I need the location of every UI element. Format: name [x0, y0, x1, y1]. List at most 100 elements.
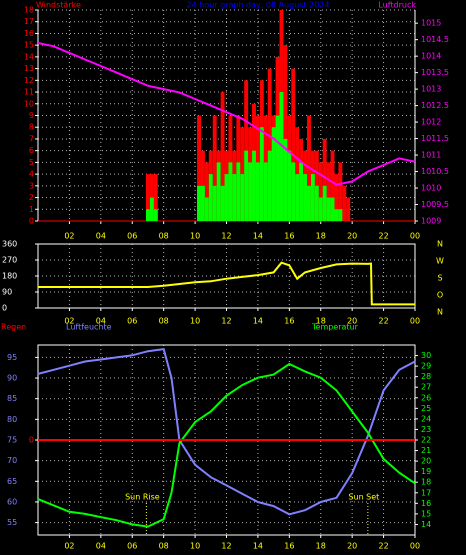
x-tick-label: 20: [347, 232, 357, 241]
y2-axis-title: Temperatur: [311, 323, 359, 332]
wind-bar: [244, 80, 249, 221]
yticks-label: 80: [7, 415, 17, 424]
chart-title: 24 hour graph day, 08 August 2024: [187, 1, 330, 10]
yticks-label: 70: [7, 456, 17, 465]
x-tick-label: 02: [64, 542, 74, 551]
y2ticks-label: 1011: [421, 151, 441, 160]
wind-bar: [318, 197, 323, 221]
wind-bar: [197, 185, 201, 221]
wind-bar: [200, 185, 205, 221]
wind-bar: [338, 209, 343, 221]
y2ticks-label: 26: [421, 393, 431, 402]
x-tick-label: 04: [96, 232, 106, 241]
yticks-label: 15: [24, 41, 34, 50]
wind-bar: [342, 185, 347, 221]
x-tick-label: 20: [347, 317, 357, 326]
y2ticks-label: 22: [421, 436, 431, 445]
yticks-label: 65: [7, 477, 17, 486]
wind-bar: [232, 174, 237, 221]
y2ticks-label: 1013.5: [421, 68, 449, 77]
x-tick-label: 18: [316, 232, 326, 241]
wind-bar: [283, 45, 288, 221]
wind-bar: [271, 127, 276, 221]
y3ticks-label: 0: [29, 436, 34, 445]
wind-bar: [334, 209, 339, 221]
x-tick-label: 12: [221, 317, 231, 326]
wind-bar: [146, 174, 150, 221]
x-tick-label: 12: [221, 542, 231, 551]
wind-bar: [346, 197, 351, 221]
wind-bar: [291, 162, 296, 221]
y2ticks-label: 21: [421, 446, 431, 455]
compass-label: N: [437, 308, 443, 317]
yticks-label: 14: [24, 52, 34, 61]
wind-bar: [303, 174, 307, 221]
y2ticks-label: 30: [421, 351, 431, 360]
y2-axis-title: Luftdruck: [378, 1, 416, 10]
x-tick-label: 00: [410, 317, 420, 326]
wind-bar: [322, 185, 327, 221]
wind-bar: [338, 162, 343, 221]
yticks-label: 10: [24, 99, 34, 108]
wind-bar: [326, 162, 331, 221]
wind-bar: [224, 174, 229, 221]
yticks-label: 6: [29, 146, 34, 155]
x-tick-label: 10: [190, 232, 200, 241]
yticks-label: 1: [29, 205, 34, 214]
y2ticks-label: 15: [421, 509, 431, 518]
wind-bar: [153, 174, 158, 221]
yticks-label: 7: [29, 134, 34, 143]
y2ticks-label: 28: [421, 372, 431, 381]
y2ticks-label: 23: [421, 425, 431, 434]
x-tick-label: 02: [64, 317, 74, 326]
yticks-label: 4: [29, 170, 34, 179]
yticks-label: 90: [7, 374, 17, 383]
yticks-label: 5: [29, 158, 34, 167]
wind-bar: [263, 162, 268, 221]
x-tick-label: 10: [190, 317, 200, 326]
x-tick-label: 14: [253, 317, 263, 326]
x-tick-label: 20: [347, 542, 357, 551]
wind-bar: [330, 150, 335, 221]
x-tick-label: 06: [127, 542, 137, 551]
y2ticks-label: 18: [421, 478, 431, 487]
wind-bar: [318, 162, 323, 221]
yticks-label: 270: [2, 256, 17, 265]
x-tick-label: 12: [221, 232, 231, 241]
y2ticks-label: 1012.5: [421, 101, 449, 110]
x-tick-label: 16: [284, 317, 294, 326]
wind-bar: [244, 150, 249, 221]
yticks-label: 0: [29, 217, 34, 226]
x-tick-label: 16: [284, 232, 294, 241]
wind-bar: [252, 150, 256, 221]
x-tick-label: 22: [378, 542, 388, 551]
wind-bar: [212, 115, 217, 221]
yticks-label: 60: [7, 497, 17, 506]
compass-label: O: [437, 291, 443, 300]
x-tick-label: 22: [378, 232, 388, 241]
y-axis-title: Windstärke: [36, 1, 81, 10]
wind-bar: [240, 174, 245, 221]
yticks-label: 0: [2, 304, 7, 313]
wind-bar: [310, 174, 315, 221]
wind-bar: [204, 197, 209, 221]
yticks-label: 17: [24, 17, 34, 26]
y-axis-title: Luftfeuchte: [66, 323, 112, 332]
wind-bar: [295, 174, 300, 221]
x-tick-label: 18: [316, 542, 326, 551]
y2ticks-label: 1010: [421, 184, 441, 193]
wind-bar: [149, 197, 154, 221]
wind-bar: [220, 185, 225, 221]
x-tick-label: 08: [159, 232, 169, 241]
series-line: [37, 347, 416, 516]
wind-bar: [279, 92, 284, 221]
yticks-label: 9: [29, 111, 34, 120]
y2ticks-label: 1014: [421, 52, 441, 61]
wind-bar: [307, 185, 311, 221]
x-tick-label: 06: [127, 317, 137, 326]
x-tick-label: 08: [159, 542, 169, 551]
x-tick-label: 00: [410, 542, 420, 551]
y2ticks-label: 29: [421, 362, 431, 371]
wind-bar: [208, 174, 213, 221]
